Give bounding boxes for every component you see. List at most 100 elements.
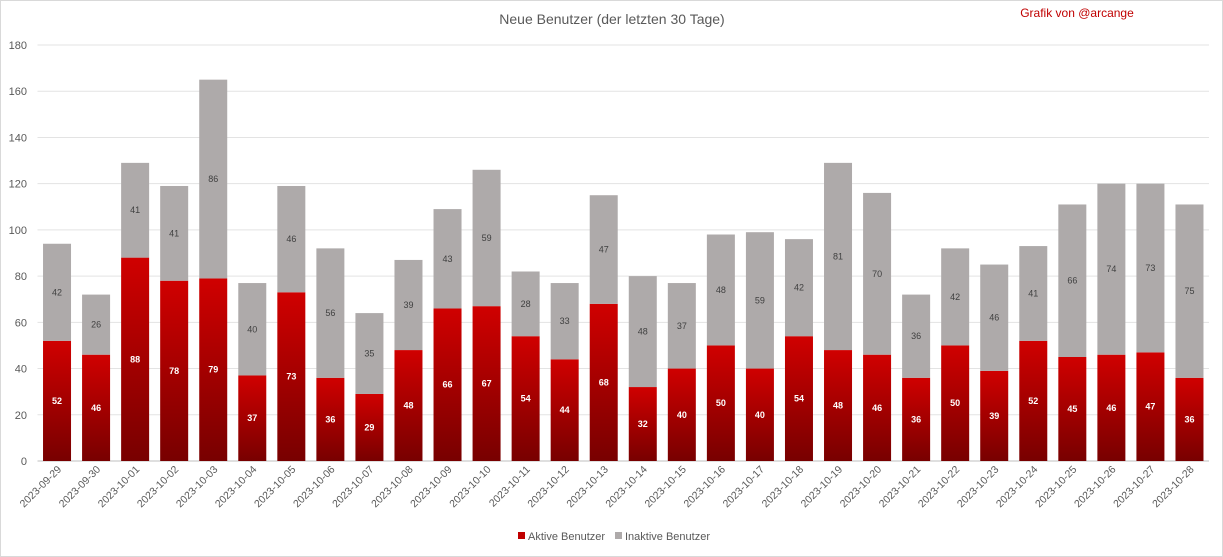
data-label-inaktive: 26 <box>91 320 101 330</box>
bar-aktive <box>433 308 462 461</box>
data-label-inaktive: 70 <box>872 269 882 279</box>
bar-aktive <box>784 336 813 461</box>
data-label-aktive: 52 <box>1028 396 1038 406</box>
bar-inaktive <box>589 195 618 304</box>
data-label-inaktive: 48 <box>638 327 648 337</box>
data-label-aktive: 44 <box>560 405 570 415</box>
data-label-aktive: 78 <box>169 366 179 376</box>
data-label-aktive: 46 <box>1106 403 1116 413</box>
data-label-aktive: 50 <box>950 398 960 408</box>
data-label-aktive: 54 <box>521 394 531 404</box>
data-label-inaktive: 46 <box>989 313 999 323</box>
legend: Aktive Benutzer Inaktive Benutzer <box>518 531 710 543</box>
bar-inaktive <box>316 248 345 378</box>
bar-inaktive <box>784 239 813 337</box>
data-label-aktive: 66 <box>443 380 453 390</box>
bar-inaktive <box>863 192 892 355</box>
bar-inaktive <box>277 185 306 293</box>
data-label-inaktive: 46 <box>286 234 296 244</box>
bar-aktive <box>745 368 774 461</box>
bar-aktive <box>1097 354 1126 461</box>
bar-inaktive <box>472 169 501 307</box>
bar-inaktive <box>1019 246 1048 341</box>
data-label-inaktive: 36 <box>911 331 921 341</box>
bar-inaktive <box>121 162 150 258</box>
data-label-inaktive: 35 <box>364 349 374 359</box>
data-label-aktive: 79 <box>208 365 218 375</box>
bar-aktive <box>82 354 111 461</box>
data-label-inaktive: 75 <box>1184 286 1194 296</box>
y-tick-label: 140 <box>9 132 27 144</box>
data-label-aktive: 73 <box>286 372 296 382</box>
y-tick-label: 120 <box>9 179 27 191</box>
x-tick-label: 2023-10-10 <box>447 464 494 511</box>
y-tick-label: 160 <box>9 86 27 98</box>
bar-aktive <box>199 278 228 461</box>
bar-inaktive <box>667 283 696 369</box>
bar-inaktive <box>1175 204 1204 378</box>
data-label-aktive: 48 <box>833 401 843 411</box>
bar-inaktive <box>433 209 462 309</box>
bar-aktive <box>589 303 618 461</box>
data-label-aktive: 36 <box>911 414 921 424</box>
data-label-inaktive: 42 <box>52 287 62 297</box>
bar-aktive <box>511 336 540 461</box>
data-label-inaktive: 47 <box>599 245 609 255</box>
data-label-inaktive: 43 <box>443 254 453 264</box>
data-label-inaktive: 48 <box>716 285 726 295</box>
bar-inaktive <box>980 264 1009 371</box>
data-label-inaktive: 59 <box>755 295 765 305</box>
data-label-inaktive: 74 <box>1106 264 1116 274</box>
data-label-aktive: 46 <box>872 403 882 413</box>
data-label-aktive: 68 <box>599 377 609 387</box>
bar-aktive <box>160 280 189 461</box>
legend-swatch-inaktive <box>615 532 622 539</box>
data-label-inaktive: 73 <box>1145 263 1155 273</box>
y-tick-label: 0 <box>21 456 27 468</box>
data-label-aktive: 47 <box>1145 402 1155 412</box>
bar-inaktive <box>706 234 735 346</box>
bar-aktive <box>550 359 579 461</box>
data-label-aktive: 54 <box>794 394 804 404</box>
bar-inaktive <box>1058 204 1087 357</box>
data-label-aktive: 52 <box>52 396 62 406</box>
bar-inaktive <box>941 248 970 346</box>
bar-inaktive <box>824 162 853 351</box>
bar-aktive <box>902 377 931 461</box>
data-label-aktive: 40 <box>755 410 765 420</box>
bar-aktive <box>667 368 696 461</box>
bar-aktive <box>121 257 150 461</box>
data-label-aktive: 37 <box>247 413 257 423</box>
bar-aktive <box>1136 352 1165 461</box>
bar-aktive <box>863 354 892 461</box>
bar-aktive <box>472 306 501 461</box>
bar-aktive <box>1019 340 1048 461</box>
legend-label-inaktive: Inaktive Benutzer <box>625 531 710 543</box>
x-tick-label: 2023-10-28 <box>1150 464 1197 511</box>
data-label-inaktive: 41 <box>130 205 140 215</box>
data-label-aktive: 50 <box>716 398 726 408</box>
bar-aktive <box>1058 357 1087 461</box>
data-label-inaktive: 33 <box>560 316 570 326</box>
bar-aktive <box>277 292 306 461</box>
data-label-aktive: 45 <box>1067 404 1077 414</box>
bar-inaktive <box>394 259 423 351</box>
data-label-aktive: 36 <box>1184 414 1194 424</box>
bar-inaktive <box>628 276 657 388</box>
bar-inaktive <box>43 243 72 341</box>
data-label-inaktive: 81 <box>833 251 843 261</box>
bar-inaktive <box>511 271 540 337</box>
data-label-inaktive: 39 <box>403 300 413 310</box>
bar-inaktive <box>550 283 579 360</box>
data-label-inaktive: 41 <box>1028 288 1038 298</box>
data-label-inaktive: 42 <box>950 292 960 302</box>
bar-aktive <box>316 377 345 461</box>
bar-inaktive <box>199 79 228 279</box>
bar-aktive <box>941 345 970 461</box>
data-label-aktive: 48 <box>403 401 413 411</box>
chart-title: Neue Benutzer (der letzten 30 Tage) <box>499 11 724 27</box>
bar-aktive <box>394 350 423 461</box>
bar-inaktive <box>745 232 774 369</box>
chart-credit: Grafik von @arcange <box>1020 6 1134 20</box>
data-label-inaktive: 56 <box>325 308 335 318</box>
